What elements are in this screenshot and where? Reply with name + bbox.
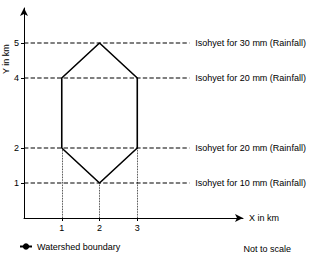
svg-text:Not to scale: Not to scale <box>243 244 291 254</box>
svg-text:3: 3 <box>135 223 140 233</box>
svg-text:1: 1 <box>59 223 64 233</box>
svg-text:Isohyet for 20 mm (Rainfall): Isohyet for 20 mm (Rainfall) <box>195 143 306 153</box>
svg-text:Isohyet for 30 mm (Rainfall): Isohyet for 30 mm (Rainfall) <box>195 38 306 48</box>
svg-text:2: 2 <box>14 143 19 153</box>
svg-text:1: 1 <box>14 178 19 188</box>
svg-text:X in km: X in km <box>249 213 279 223</box>
svg-text:2: 2 <box>97 223 102 233</box>
svg-text:Y in km: Y in km <box>1 44 11 74</box>
svg-text:5: 5 <box>14 38 19 48</box>
svg-text:Watershed boundary: Watershed boundary <box>37 242 121 252</box>
svg-text:Isohyet for 20 mm (Rainfall): Isohyet for 20 mm (Rainfall) <box>195 73 306 83</box>
svg-text:4: 4 <box>14 73 19 83</box>
svg-text:Isohyet for 10 mm (Rainfall): Isohyet for 10 mm (Rainfall) <box>195 178 306 188</box>
